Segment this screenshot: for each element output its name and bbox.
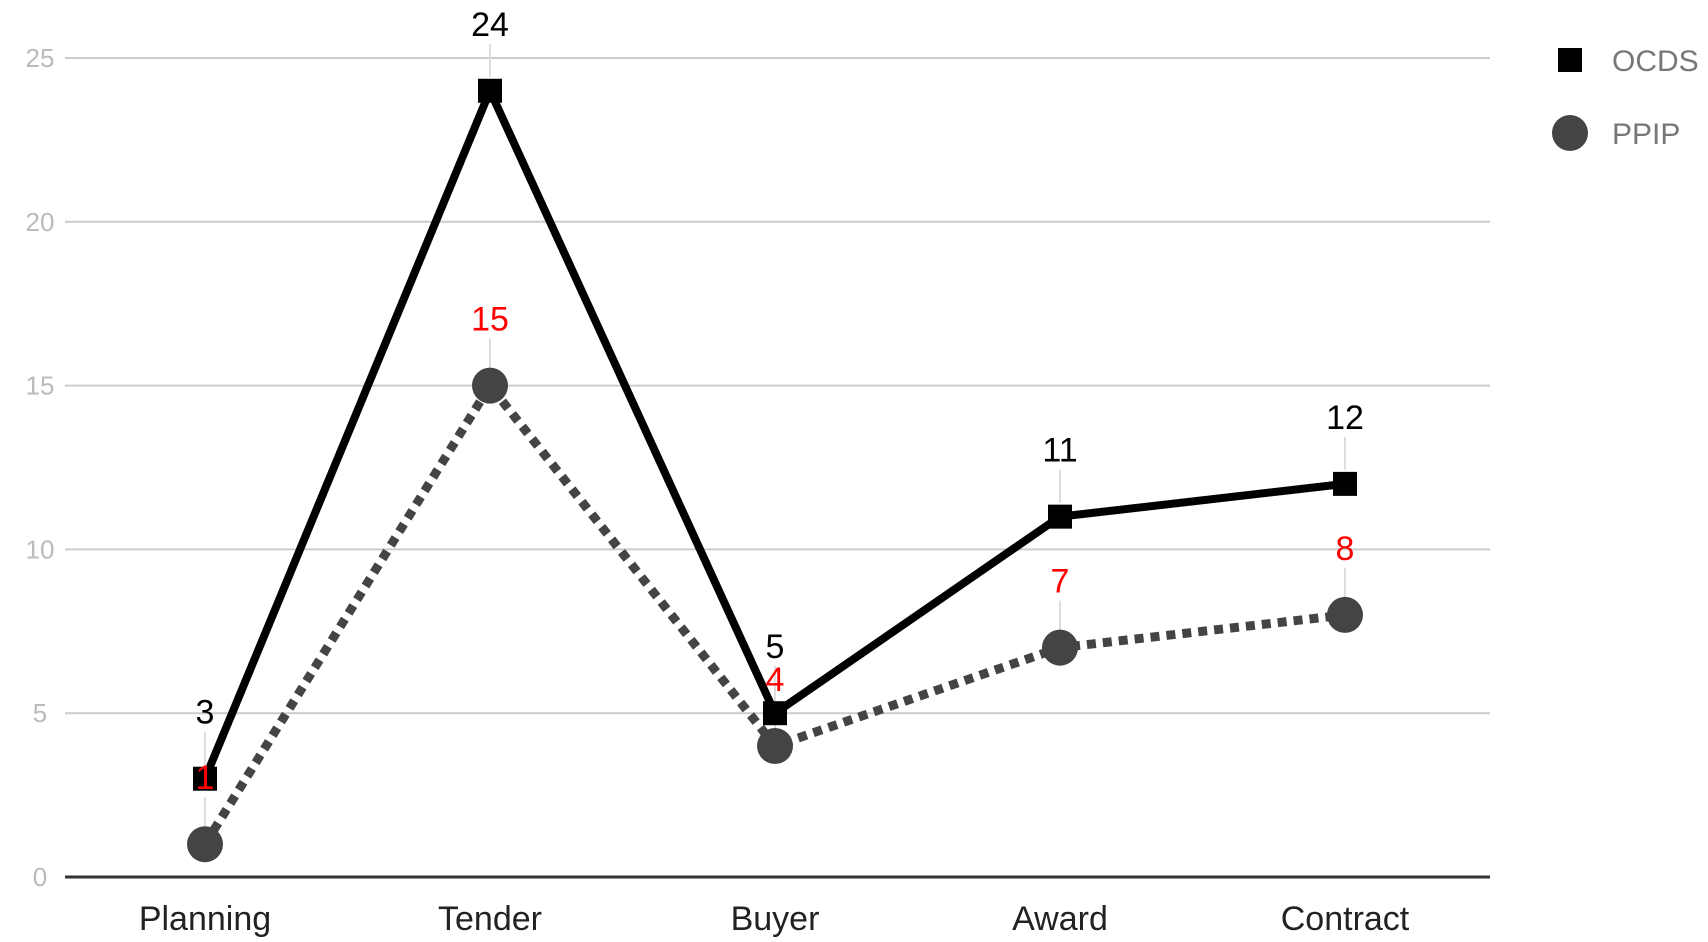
data-point-ppip bbox=[472, 367, 508, 404]
data-label-ocds: 12 bbox=[1326, 399, 1364, 437]
data-label-ppip: 7 bbox=[1051, 563, 1070, 601]
data-point-ocds bbox=[1333, 471, 1357, 496]
data-point-ppip bbox=[1042, 629, 1078, 666]
x-tick-label: Tender bbox=[438, 900, 542, 937]
legend-label: OCDS bbox=[1612, 45, 1699, 78]
y-tick-label: 25 bbox=[26, 43, 55, 73]
y-tick-label: 15 bbox=[26, 371, 55, 401]
y-tick-label: 20 bbox=[26, 207, 55, 237]
y-tick-label: 5 bbox=[33, 698, 47, 728]
data-label-ppip: 15 bbox=[471, 301, 509, 339]
legend: OCDS PPIP bbox=[1552, 45, 1699, 151]
data-label-ocds: 5 bbox=[766, 628, 785, 666]
x-tick-label: Contract bbox=[1281, 900, 1410, 937]
data-point-ocds bbox=[478, 78, 502, 103]
y-tick-label: 10 bbox=[26, 534, 55, 564]
x-tick-label: Planning bbox=[139, 900, 271, 937]
series-layer bbox=[187, 78, 1363, 863]
data-point-ocds bbox=[1048, 504, 1072, 529]
data-label-ocds: 24 bbox=[471, 6, 509, 44]
legend-marker-circle bbox=[1552, 115, 1588, 151]
data-point-ppip bbox=[1327, 596, 1363, 633]
data-label-ppip: 1 bbox=[196, 759, 215, 797]
x-axis-labels: Planning Tender Buyer Award Contract bbox=[139, 900, 1410, 938]
legend-label: PPIP bbox=[1612, 118, 1680, 151]
data-label-ppip: 4 bbox=[766, 661, 785, 699]
y-tick-label: 0 bbox=[33, 862, 47, 892]
legend-marker-square bbox=[1558, 48, 1582, 72]
data-label-ocds: 11 bbox=[1042, 432, 1077, 470]
x-tick-label: Buyer bbox=[731, 900, 820, 937]
series-line-ppip bbox=[201, 381, 1346, 847]
data-point-ppip bbox=[757, 727, 793, 764]
data-labels: 3 24 5 11 12 1 15 4 7 8 bbox=[196, 6, 1364, 797]
y-axis-ticks: 0 5 10 15 20 25 bbox=[26, 43, 55, 892]
x-tick-label: Award bbox=[1012, 900, 1108, 937]
data-point-ppip bbox=[187, 826, 223, 863]
data-label-ppip: 8 bbox=[1336, 530, 1355, 568]
data-point-ocds bbox=[193, 766, 217, 791]
data-label-ocds: 3 bbox=[196, 694, 215, 732]
data-point-ocds bbox=[763, 701, 787, 726]
